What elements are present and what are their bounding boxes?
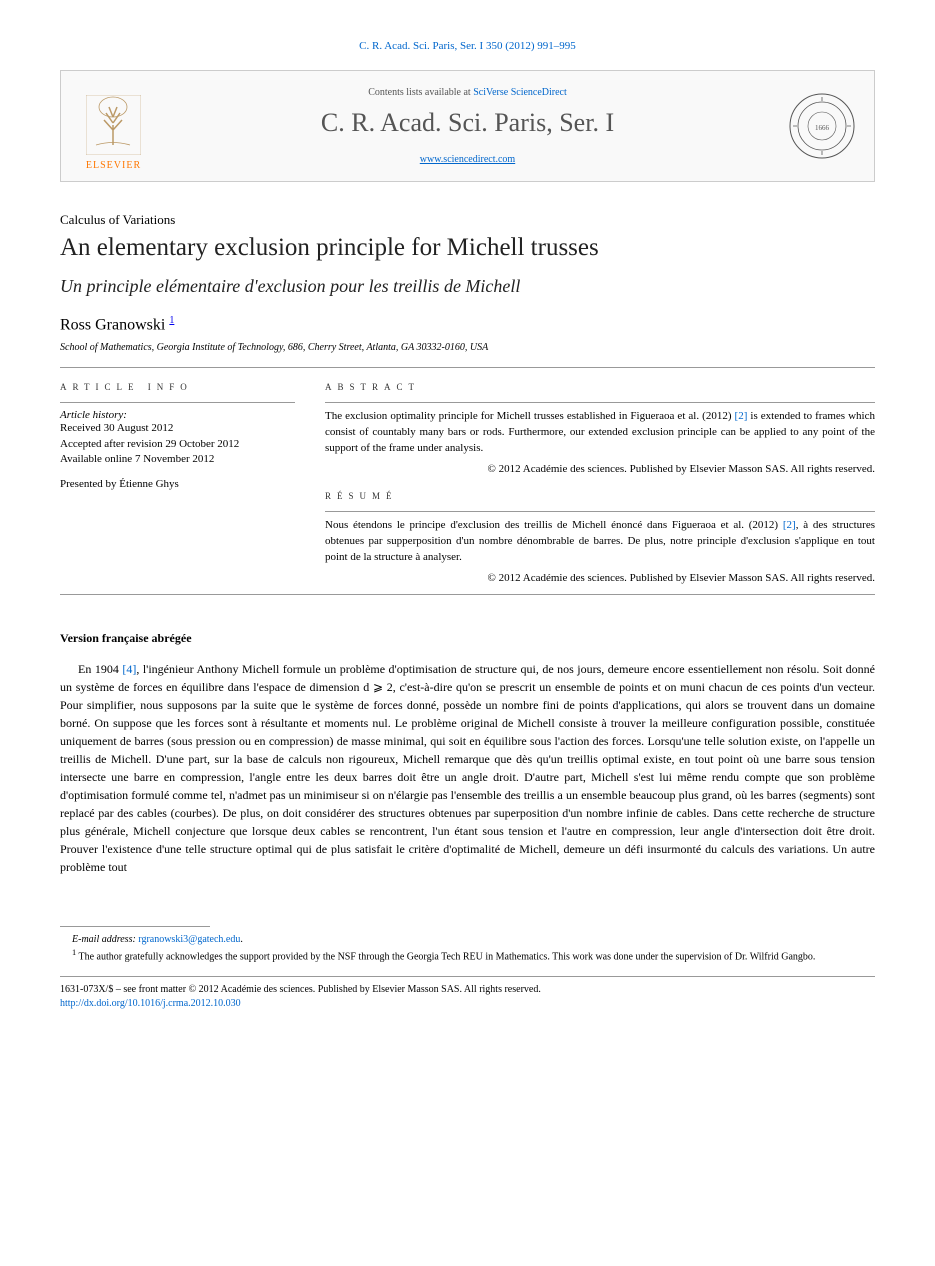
footnote-divider: [60, 926, 210, 927]
svg-text:1666: 1666: [815, 124, 830, 132]
section-label: Calculus of Variations: [60, 212, 875, 228]
sciencedirect-link[interactable]: www.sciencedirect.com: [420, 154, 515, 165]
author-name: Ross Granowski 1: [60, 315, 875, 334]
info-abstract-row: ARTICLE INFO Article history: Received 3…: [60, 382, 875, 584]
resume-text: Nous étendons le principe d'exclusion de…: [325, 518, 875, 566]
abstract-copyright: © 2012 Académie des sciences. Published …: [325, 463, 875, 475]
body-paragraph: En 1904 [4], l'ingénieur Anthony Michell…: [60, 660, 875, 876]
doi-link[interactable]: http://dx.doi.org/10.1016/j.crma.2012.10…: [60, 998, 241, 1009]
elsevier-label: ELSEVIER: [86, 160, 141, 171]
footer-doi: http://dx.doi.org/10.1016/j.crma.2012.10…: [60, 997, 875, 1011]
resume-copyright: © 2012 Académie des sciences. Published …: [325, 572, 875, 584]
received-date: Received 30 August 2012: [60, 421, 295, 436]
top-citation: C. R. Acad. Sci. Paris, Ser. I 350 (2012…: [60, 40, 875, 52]
footer-divider: [60, 976, 875, 977]
footer-line1: 1631-073X/$ – see front matter © 2012 Ac…: [60, 983, 875, 997]
ref-link-2a[interactable]: [2]: [735, 410, 748, 422]
presented-by: Presented by Étienne Ghys: [60, 478, 295, 490]
history-label: Article history:: [60, 409, 295, 421]
accepted-date: Accepted after revision 29 October 2012: [60, 437, 295, 452]
tree-icon: [86, 95, 141, 155]
version-heading: Version française abrégée: [60, 631, 875, 646]
contents-line: Contents lists available at SciVerse Sci…: [151, 87, 784, 98]
article-title-fr: Un principle elémentaire d'exclusion pou…: [60, 276, 875, 297]
affiliation: School of Mathematics, Georgia Institute…: [60, 342, 875, 353]
article-info-heading: ARTICLE INFO: [60, 382, 295, 392]
header-box: ELSEVIER Contents lists available at Sci…: [60, 70, 875, 182]
header-center: Contents lists available at SciVerse Sci…: [151, 87, 784, 166]
article-info-column: ARTICLE INFO Article history: Received 3…: [60, 382, 295, 584]
abstract-column: ABSTRACT The exclusion optimality princi…: [325, 382, 875, 584]
abstract-heading: ABSTRACT: [325, 382, 875, 392]
journal-name: C. R. Acad. Sci. Paris, Ser. I: [151, 108, 784, 138]
author-footnote: 1 The author gratefully acknowledges the…: [60, 947, 875, 964]
elsevier-logo: ELSEVIER: [76, 81, 151, 171]
author-note-link[interactable]: 1: [169, 315, 174, 326]
divider: [60, 367, 875, 368]
seal-icon: 1666: [787, 91, 857, 161]
online-date: Available online 7 November 2012: [60, 452, 295, 467]
ref-link-4[interactable]: [4]: [122, 662, 136, 676]
sciverse-link[interactable]: SciVerse ScienceDirect: [473, 87, 567, 98]
abstract-text: The exclusion optimality principle for M…: [325, 409, 875, 457]
email-footnote: E-mail address: rgranowski3@gatech.edu.: [60, 933, 875, 947]
divider: [60, 594, 875, 595]
article-title-en: An elementary exclusion principle for Mi…: [60, 234, 875, 262]
email-link[interactable]: rgranowski3@gatech.edu: [138, 934, 240, 945]
resume-heading: RÉSUMÉ: [325, 491, 875, 501]
society-logo: 1666: [784, 81, 859, 171]
ref-link-2b[interactable]: [2]: [783, 519, 796, 531]
